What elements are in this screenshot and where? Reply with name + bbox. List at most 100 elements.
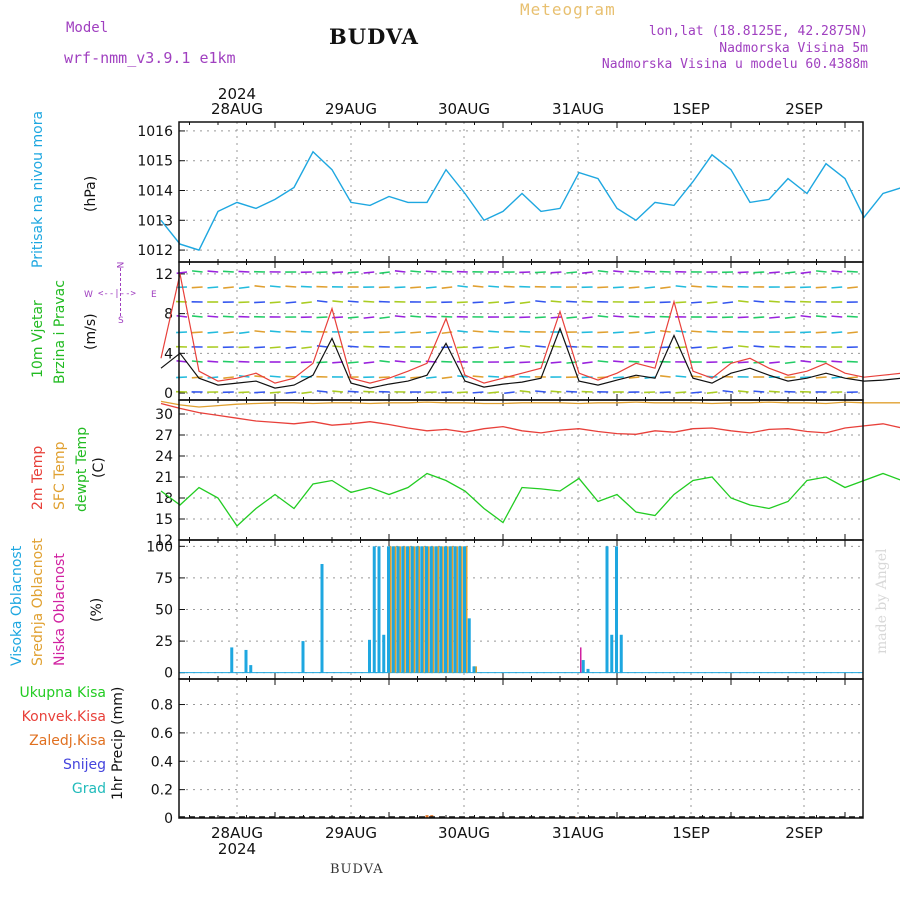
wind-arrow (222, 270, 234, 273)
high-cloud-bar (372, 546, 376, 673)
wind-arrow (722, 285, 734, 288)
footer-title: BUDVA (330, 862, 384, 877)
high-cloud-bar (401, 546, 405, 673)
high-cloud-bar (581, 660, 585, 673)
wind-arrow (613, 315, 624, 318)
wind-arrow (363, 390, 375, 393)
high-cloud-bar (301, 641, 305, 673)
y-tick-label: 75 (155, 571, 173, 587)
wind-arrow (800, 271, 812, 275)
meteogram-label: Meteogram (520, 0, 616, 19)
y-tick-label: 15 (155, 512, 173, 528)
wind-arrow (659, 391, 671, 394)
bottom-day-label: 1SEP (672, 824, 710, 842)
wind-arrow (207, 315, 219, 318)
wind-arrow (550, 361, 562, 364)
wind-arrow (238, 286, 250, 290)
wind-arrow (332, 361, 344, 364)
wind-arrow (488, 285, 500, 288)
top-day-label: 29AUG (325, 100, 377, 118)
wind-arrow (425, 286, 437, 289)
wind-arrow (815, 315, 827, 318)
wind-arrow (675, 330, 687, 333)
wind-arrow (597, 269, 609, 273)
wind-arrow (223, 286, 234, 289)
wind-arrow (628, 331, 640, 334)
wind-arrow (769, 316, 780, 319)
wind-arrow (535, 390, 546, 393)
wind-arrow (191, 376, 203, 379)
wind-arrow (285, 285, 297, 288)
wind-arrow (815, 376, 827, 379)
wind-arrow (737, 345, 749, 348)
y-tick-label: 1013 (137, 213, 173, 229)
wind-arrow (488, 330, 500, 333)
wind-arrow (519, 390, 531, 393)
wind-arrow (831, 286, 843, 289)
wind-arrow (534, 271, 546, 274)
high-cloud-bar (586, 668, 590, 673)
wind-arrow (394, 315, 406, 318)
wind-arrow (784, 316, 796, 319)
wind-arrow (285, 330, 297, 333)
wind-arrow (300, 285, 312, 288)
lonlat-label: lon,lat (18.8125E, 42.2875N) (648, 24, 868, 39)
top-day-label: 31AUG (552, 100, 604, 118)
wind-arrow (176, 331, 188, 334)
wind-arrow (706, 330, 718, 333)
model-label: Model (66, 20, 109, 36)
wind-arrow (504, 391, 515, 395)
wind-arrow (207, 376, 219, 379)
wind-arrow (472, 346, 484, 349)
wind-arrow (566, 316, 578, 319)
wind-arrow (472, 285, 484, 288)
wind-arrow (784, 361, 796, 365)
wind-arrow (706, 391, 718, 394)
wind-arrow (597, 286, 609, 289)
y-tick-label: 0.6 (151, 726, 173, 742)
wind-arrow (706, 301, 718, 304)
wind-arrow (644, 286, 656, 289)
wind-arrow (815, 286, 827, 289)
high-cloud-bar (320, 564, 324, 673)
wind-arrow (784, 300, 796, 303)
altitude-label: Nadmorska Visina 5m (719, 41, 868, 56)
wind-arrow (456, 301, 468, 304)
high-cloud-bar (406, 546, 409, 673)
y-tick-label: 100 (146, 539, 173, 555)
wind-arrow (222, 315, 234, 318)
wind-arrow (347, 390, 359, 393)
y-tick-label: 0.8 (151, 698, 173, 714)
pressure-line (160, 150, 900, 251)
wind-arrow (644, 360, 656, 363)
wind-arrow (519, 344, 531, 348)
wind-arrow (472, 301, 484, 304)
high-cloud-bar (463, 546, 466, 673)
wind-arrow (503, 330, 515, 333)
wind-arrow (176, 376, 188, 379)
wind-arrow (347, 361, 359, 364)
wind-arrow (612, 331, 624, 334)
high-cloud-bar (244, 649, 248, 673)
temp2m-line (160, 402, 900, 435)
wind-arrow (285, 375, 297, 378)
wind-arrow (425, 376, 437, 379)
high-cloud-bar (610, 634, 614, 673)
wind-arrow (394, 360, 406, 363)
wind-arrow (269, 375, 281, 378)
wind-arrow (628, 376, 640, 379)
wind-arrow (488, 301, 500, 304)
y-tick-label: 21 (155, 470, 173, 486)
wind-arrow (675, 301, 687, 304)
wind-arrow (363, 345, 375, 348)
wind-arrow (488, 346, 500, 349)
wind-arrow (301, 301, 312, 304)
wind-arrow (737, 316, 749, 319)
wind-arrow (675, 375, 687, 378)
wind-arrow (644, 315, 656, 318)
wind-arrow (378, 376, 390, 379)
wind-arrow (254, 346, 266, 349)
wind-arrow (300, 330, 312, 333)
wind-arrow (722, 346, 734, 350)
wind-arrow (566, 390, 578, 393)
